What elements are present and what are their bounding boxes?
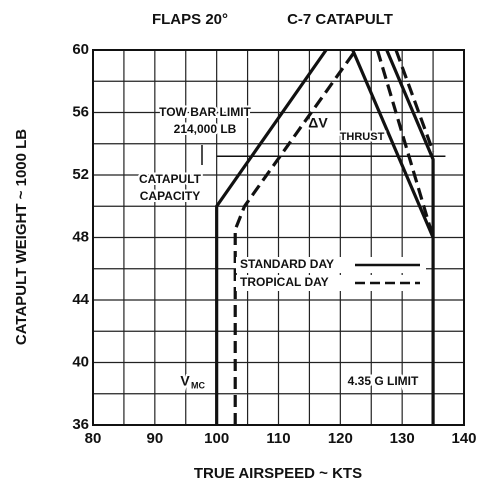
x-tick-label: 80: [85, 430, 102, 447]
x-tick-label: 130: [390, 430, 415, 447]
legend-bg: [236, 275, 426, 291]
x-axis-label: TRUE AIRSPEED ~ KTS: [194, 465, 362, 482]
x-tick-label: 100: [204, 430, 229, 447]
y-tick-label: 56: [72, 103, 89, 120]
annotation: CAPACITY: [140, 189, 200, 203]
legend-label: STANDARD DAY: [240, 257, 334, 271]
x-tick-label: 120: [328, 430, 353, 447]
y-tick-label: 40: [72, 353, 89, 370]
legend-label: TROPICAL DAY: [240, 275, 329, 289]
annotation: 214,000 LB: [174, 122, 237, 136]
x-tick-label: 90: [146, 430, 163, 447]
y-tick-label: 36: [72, 416, 89, 433]
plot-frame: [92, 49, 465, 426]
annotation: TOW BAR LIMIT: [159, 105, 251, 119]
annotation: THRUST: [340, 131, 385, 143]
y-tick-label: 48: [72, 228, 89, 245]
annotation: V: [180, 373, 190, 389]
y-tick-label: 44: [72, 291, 89, 308]
x-tick-label: 140: [451, 430, 476, 447]
chart-title: FLAPS 20°: [152, 11, 228, 28]
series-line: [215, 49, 435, 425]
y-tick-label: 60: [72, 41, 89, 58]
annotation: MC: [191, 380, 205, 390]
annotation: CATAPULT: [139, 172, 202, 186]
chart-subtitle: C-7 CATAPULT: [287, 11, 393, 28]
y-axis-label: CATAPULT WEIGHT ~ 1000 LB: [13, 129, 30, 345]
y-tick-label: 52: [72, 166, 89, 183]
annotation: 4.35 G LIMIT: [348, 374, 419, 388]
annotation: ΔV: [308, 115, 328, 131]
x-tick-label: 110: [266, 430, 290, 447]
series-line: [233, 49, 435, 425]
legend-bg: [236, 257, 426, 273]
